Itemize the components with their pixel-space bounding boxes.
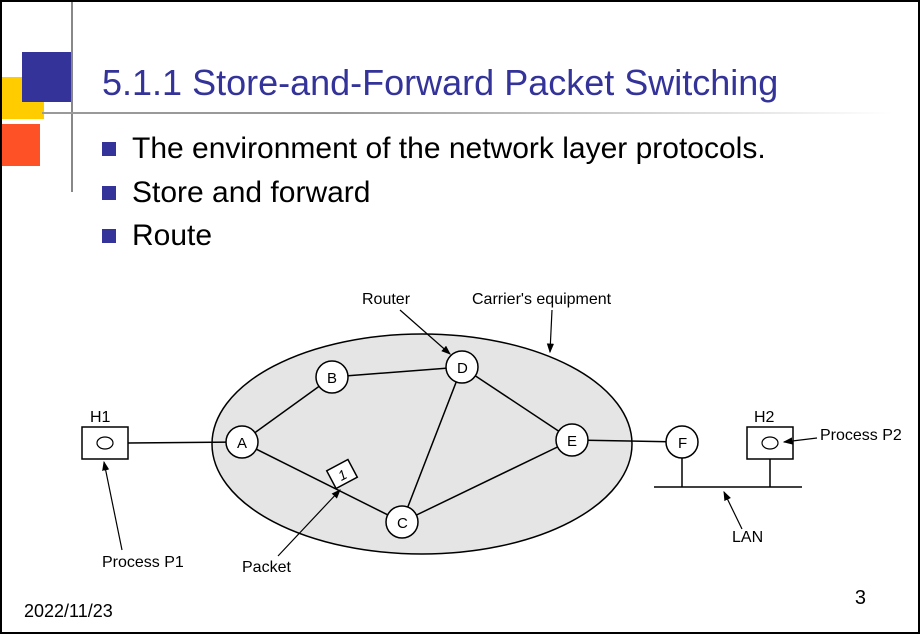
decor-blue-square <box>22 52 72 102</box>
bullet-item: Route <box>102 217 862 255</box>
router-d: D <box>446 351 478 383</box>
router-b: B <box>316 361 348 393</box>
router-f: F <box>666 426 698 458</box>
lan-segment <box>654 458 802 487</box>
packet-label-text: Packet <box>242 559 291 576</box>
slide-title: 5.1.1 Store-and-Forward Packet Switching <box>102 62 778 104</box>
host-h1: H1 <box>82 409 128 459</box>
carrier-label-arrow <box>550 310 552 352</box>
slide-container: 5.1.1 Store-and-Forward Packet Switching… <box>0 0 920 634</box>
process-p2-label: Process P2 <box>820 427 902 444</box>
lan-label: LAN <box>732 529 763 546</box>
bullet-text: Route <box>132 217 212 255</box>
bullet-text: Store and forward <box>132 174 370 212</box>
bullet-list: The environment of the network layer pro… <box>102 130 862 261</box>
process-p1-label: Process P1 <box>102 554 184 571</box>
router-e: E <box>556 424 588 456</box>
svg-text:F: F <box>678 435 687 452</box>
host-h2-label: H2 <box>754 409 775 426</box>
lan-label-arrow <box>724 492 742 529</box>
bullet-marker-icon <box>102 142 116 156</box>
host-h2: H2 <box>747 409 793 459</box>
svg-text:B: B <box>327 370 337 387</box>
router-c: C <box>386 506 418 538</box>
footer-date: 2022/11/23 <box>24 601 113 622</box>
svg-text:E: E <box>567 433 577 450</box>
carrier-label: Carrier's equipment <box>472 291 612 308</box>
corner-decoration <box>2 52 102 202</box>
router-label: Router <box>362 291 411 308</box>
bullet-marker-icon <box>102 229 116 243</box>
svg-text:A: A <box>237 435 247 452</box>
decor-red-square <box>2 124 40 166</box>
title-underline <box>42 112 892 114</box>
bullet-marker-icon <box>102 186 116 200</box>
bullet-item: Store and forward <box>102 174 862 212</box>
bullet-item: The environment of the network layer pro… <box>102 130 862 168</box>
footer-page-number: 3 <box>855 587 866 610</box>
p1-label-arrow <box>104 462 122 550</box>
network-diagram: H1 H2 A B C D E F 1 Router Carrier's equ… <box>42 292 882 582</box>
svg-text:D: D <box>457 360 468 377</box>
svg-text:C: C <box>397 515 408 532</box>
router-a: A <box>226 426 258 458</box>
bullet-text: The environment of the network layer pro… <box>132 130 766 168</box>
host-h1-label: H1 <box>90 409 111 426</box>
